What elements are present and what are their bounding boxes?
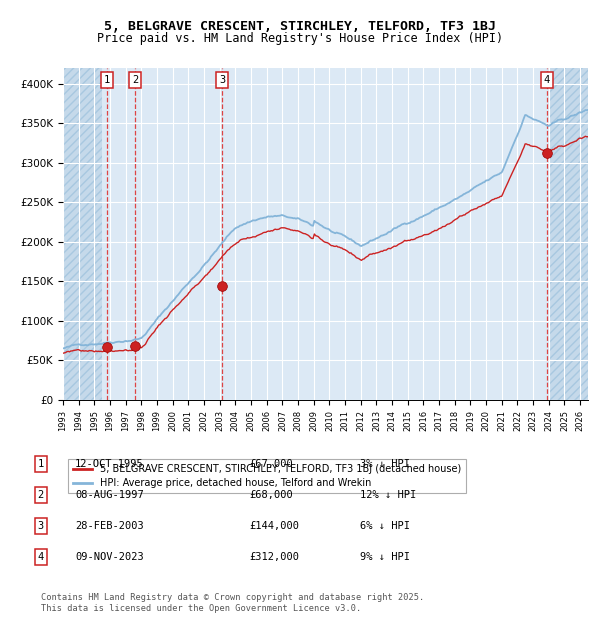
Text: 3% ↓ HPI: 3% ↓ HPI: [360, 459, 410, 469]
Text: £68,000: £68,000: [249, 490, 293, 500]
Text: 1: 1: [38, 459, 44, 469]
Bar: [63, 68, 102, 400]
Text: 5, BELGRAVE CRESCENT, STIRCHLEY, TELFORD, TF3 1BJ: 5, BELGRAVE CRESCENT, STIRCHLEY, TELFORD…: [104, 20, 496, 32]
Text: Price paid vs. HM Land Registry's House Price Index (HPI): Price paid vs. HM Land Registry's House …: [97, 32, 503, 45]
Text: 09-NOV-2023: 09-NOV-2023: [75, 552, 144, 562]
Text: 9% ↓ HPI: 9% ↓ HPI: [360, 552, 410, 562]
Text: 12-OCT-1995: 12-OCT-1995: [75, 459, 144, 469]
Text: 4: 4: [544, 75, 550, 85]
Text: 3: 3: [38, 521, 44, 531]
Text: 2: 2: [132, 75, 138, 85]
Text: 08-AUG-1997: 08-AUG-1997: [75, 490, 144, 500]
Text: 6% ↓ HPI: 6% ↓ HPI: [360, 521, 410, 531]
Text: 3: 3: [219, 75, 226, 85]
Text: 12% ↓ HPI: 12% ↓ HPI: [360, 490, 416, 500]
Bar: [63, 68, 102, 400]
Text: £144,000: £144,000: [249, 521, 299, 531]
Text: £312,000: £312,000: [249, 552, 299, 562]
Text: 2: 2: [38, 490, 44, 500]
Text: 28-FEB-2003: 28-FEB-2003: [75, 521, 144, 531]
Bar: [549, 68, 588, 400]
Text: 1: 1: [104, 75, 110, 85]
Text: £67,000: £67,000: [249, 459, 293, 469]
Text: 4: 4: [38, 552, 44, 562]
Legend: 5, BELGRAVE CRESCENT, STIRCHLEY, TELFORD, TF3 1BJ (detached house), HPI: Average: 5, BELGRAVE CRESCENT, STIRCHLEY, TELFORD…: [68, 459, 466, 493]
Bar: [549, 68, 588, 400]
Text: Contains HM Land Registry data © Crown copyright and database right 2025.
This d: Contains HM Land Registry data © Crown c…: [41, 593, 424, 613]
